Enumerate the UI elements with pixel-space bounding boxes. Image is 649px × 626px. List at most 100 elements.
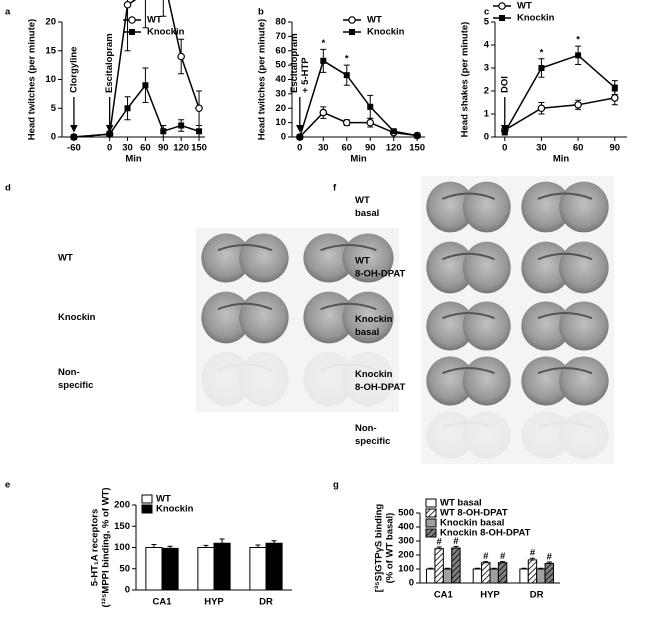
error-bar — [271, 540, 277, 544]
error-bar — [529, 557, 535, 560]
legend-marker — [499, 15, 505, 21]
hemisphere — [559, 301, 609, 351]
row-label: 8-OH-DPAT — [355, 269, 406, 280]
y-axis-label: Head shakes (per minute) — [460, 22, 471, 138]
bar — [426, 568, 436, 584]
bar — [536, 568, 546, 584]
brain-section — [521, 356, 609, 406]
marker — [196, 128, 203, 135]
x-axis-label: Min — [125, 154, 142, 165]
brain-section — [426, 241, 511, 294]
x-tick-label: HYP — [204, 597, 224, 608]
marker — [320, 57, 327, 64]
x-tick-label: HYP — [480, 590, 500, 601]
structure — [217, 363, 273, 372]
error-bar — [474, 567, 480, 569]
bar — [544, 562, 554, 584]
error-bar — [483, 561, 489, 563]
marker — [195, 104, 203, 113]
y-axis-label: Head twitches (per minute) — [257, 19, 268, 140]
legend-marker — [348, 16, 356, 24]
legend-marker — [128, 16, 136, 24]
legend-label: Knockin — [147, 27, 185, 38]
annotation-text: Clorgyline — [68, 47, 79, 93]
y-tick-label: 20 — [275, 103, 286, 114]
y-tick-label: 30 — [275, 88, 286, 99]
legend-swatch — [425, 498, 437, 508]
x-tick-label: CA1 — [434, 590, 454, 601]
marker — [142, 82, 149, 89]
legend-label: Knockin — [517, 13, 555, 24]
series-line — [73, 83, 200, 138]
panel-letter: f — [333, 183, 337, 194]
brain-section — [201, 351, 289, 407]
series-line — [299, 59, 418, 138]
legend-label: WT basal — [440, 498, 482, 509]
error-bar — [521, 567, 527, 569]
series-line — [299, 111, 418, 138]
x-tick-label: 120 — [173, 143, 189, 154]
legend-label: WT 8-OH-DPAT — [440, 508, 508, 519]
marker — [319, 108, 328, 117]
hemisphere — [342, 351, 394, 407]
y-axis-label: Head twitches (per minute) — [27, 19, 38, 140]
error-bar — [546, 561, 552, 564]
marker — [538, 65, 545, 71]
significance-mark: * — [321, 38, 325, 49]
marker — [106, 131, 113, 138]
row-label: Knockin — [355, 314, 393, 325]
bar — [497, 562, 508, 584]
x-tick-label: 0 — [502, 143, 507, 154]
marker — [414, 132, 421, 139]
y-axis-label: (¹²⁵MPPI binding, % of WT) — [101, 487, 112, 607]
marker — [178, 122, 185, 129]
marker — [367, 103, 374, 110]
y-tick-label: 60 — [275, 45, 286, 56]
y-tick-label: 5 — [51, 103, 57, 114]
marker — [575, 52, 582, 59]
legend-swatch — [425, 508, 437, 518]
y-axis-label: 5-HT₁A receptors — [90, 509, 101, 586]
structure — [217, 302, 273, 311]
row-label: Knockin — [355, 369, 393, 380]
x-axis-label: Min — [553, 154, 570, 165]
y-tick-label: 3 — [484, 63, 489, 74]
bar — [249, 547, 267, 591]
bar — [145, 547, 163, 591]
marker — [296, 134, 303, 140]
y-tick-label: 0 — [125, 585, 130, 596]
hemisphere — [239, 351, 289, 407]
legend-swatch — [141, 494, 153, 504]
structure — [537, 421, 593, 429]
y-tick-label: 200 — [398, 550, 414, 561]
bar — [481, 562, 491, 584]
bar-annotation: # — [483, 551, 489, 562]
brain-section — [303, 233, 394, 283]
marker — [177, 52, 185, 61]
bar — [197, 547, 215, 591]
x-tick-label: CA1 — [152, 597, 172, 608]
brain-section — [303, 351, 394, 407]
legend-marker — [498, 2, 506, 10]
legend-label: WT — [147, 15, 162, 26]
y-tick-label: 500 — [398, 508, 414, 519]
error-bar — [167, 545, 173, 549]
y-tick-label: 10 — [275, 117, 286, 128]
panel-letter: b — [258, 7, 264, 18]
y-tick-label: 4 — [484, 40, 490, 51]
y-tick-label: 150 — [114, 521, 130, 532]
row-label: WT — [355, 256, 370, 267]
legend-swatch — [425, 518, 437, 528]
y-tick-label: 100 — [114, 542, 130, 553]
brain-section — [426, 181, 511, 233]
row-label: Knockin — [58, 312, 96, 323]
x-tick-label: 120 — [386, 143, 402, 154]
hemisphere — [462, 241, 511, 294]
row-label: basal — [355, 208, 379, 219]
structure — [217, 244, 273, 252]
brain-section — [426, 411, 511, 459]
error-bar — [428, 567, 434, 569]
hemisphere — [462, 411, 511, 459]
